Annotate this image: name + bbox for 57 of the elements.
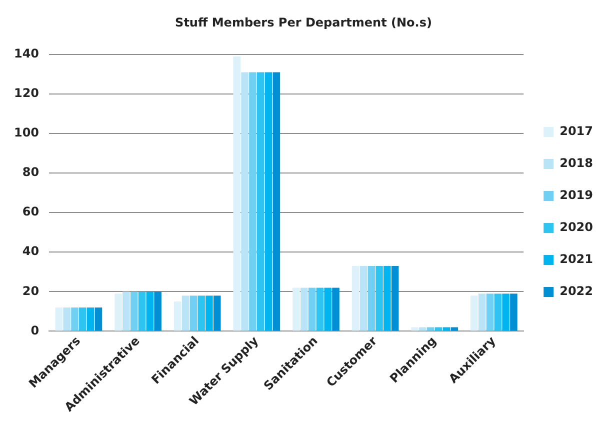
bar xyxy=(233,56,241,331)
bar xyxy=(332,288,340,331)
legend-label: 2020 xyxy=(560,220,594,234)
legend-label: 2022 xyxy=(560,284,594,298)
bar xyxy=(206,296,213,331)
bar xyxy=(190,296,198,331)
bar xyxy=(368,266,375,331)
y-tick-label: 80 xyxy=(22,165,40,180)
bar xyxy=(486,294,494,331)
bar xyxy=(71,307,78,331)
legend-label: 2017 xyxy=(560,124,594,138)
y-tick-label: 100 xyxy=(14,126,40,140)
y-tick-label: 140 xyxy=(14,46,40,61)
chart-title: Stuff Members Per Department (No.s) xyxy=(175,15,432,30)
legend-label: 2018 xyxy=(560,156,594,170)
bar xyxy=(510,294,518,331)
bar xyxy=(384,266,391,331)
y-tick-label: 20 xyxy=(22,284,40,298)
y-tick-label: 40 xyxy=(22,244,40,258)
bar xyxy=(241,72,248,331)
bar xyxy=(360,266,368,331)
legend-label: 2019 xyxy=(560,188,594,202)
legend-label: 2021 xyxy=(560,252,594,266)
bar xyxy=(316,288,324,331)
bar xyxy=(300,288,308,331)
bar xyxy=(478,294,486,331)
bar xyxy=(256,72,264,331)
bar xyxy=(308,288,316,331)
bar xyxy=(292,288,300,331)
bar xyxy=(114,294,122,331)
bar xyxy=(249,72,256,331)
bar xyxy=(213,296,221,331)
bar xyxy=(198,296,205,331)
bar xyxy=(264,72,272,331)
bar xyxy=(55,307,63,331)
bar xyxy=(272,72,280,331)
y-tick-label: 0 xyxy=(30,323,40,338)
bar xyxy=(502,294,510,331)
bar xyxy=(86,307,94,331)
bar xyxy=(352,266,360,331)
bar xyxy=(122,292,130,331)
bar xyxy=(63,307,70,331)
y-tick-label: 60 xyxy=(22,204,40,219)
bar xyxy=(494,294,502,331)
bar xyxy=(324,288,332,331)
bar xyxy=(376,266,383,331)
bar xyxy=(470,296,478,331)
bar xyxy=(79,307,86,331)
bar xyxy=(130,292,138,331)
bar xyxy=(94,307,102,331)
y-tick-label: 120 xyxy=(14,86,40,100)
bar xyxy=(154,292,162,331)
bar xyxy=(391,266,399,331)
bar xyxy=(146,292,154,331)
bar xyxy=(174,302,182,331)
bar xyxy=(138,292,146,331)
bar xyxy=(182,296,190,331)
